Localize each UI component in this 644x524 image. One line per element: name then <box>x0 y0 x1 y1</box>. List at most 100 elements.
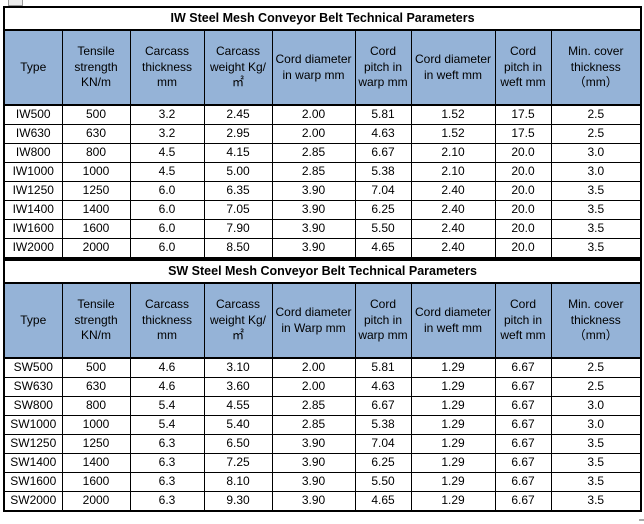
table-cell: 5.50 <box>354 219 412 239</box>
table-cell: 2.85 <box>271 162 356 182</box>
table-cell: SW1600 <box>3 472 63 492</box>
table-cell: 1.29 <box>410 434 496 454</box>
table-cell: SW630 <box>3 377 63 397</box>
table-cell: 5.4 <box>129 396 205 416</box>
image-placeholder-icon <box>8 0 23 6</box>
table-cell: 4.5 <box>129 143 205 163</box>
table-cell: 3.90 <box>271 219 356 239</box>
table-cell: 2.5 <box>550 124 642 144</box>
table-cell: 2.45 <box>203 104 273 125</box>
table-cell: 6.25 <box>354 453 412 473</box>
table-cell: 6.0 <box>129 219 205 239</box>
sw-header-row: Type Tensile strength KN/m Carcass thickne… <box>3 282 642 359</box>
table-cell: 6.3 <box>129 472 205 492</box>
table-cell: 3.5 <box>550 453 642 473</box>
table-cell: 3.90 <box>271 434 356 454</box>
crop-artifact <box>639 519 644 521</box>
table-cell: 1.29 <box>410 357 496 378</box>
table-cell: 3.5 <box>550 434 642 454</box>
column-header: Cord pitch in weft mm <box>494 282 552 359</box>
table-cell: 20.0 <box>494 200 552 220</box>
table-cell: 3.90 <box>271 181 356 201</box>
table-row: SW1600 1600 6.3 8.10 3.90 5.50 1.29 6.67 3.5 <box>3 472 642 492</box>
table-cell: 3.5 <box>550 238 642 259</box>
table-cell: 20.0 <box>494 143 552 163</box>
table-cell: 7.90 <box>203 219 273 239</box>
table-cell: 1.29 <box>410 415 496 435</box>
table-cell: 1250 <box>61 181 131 201</box>
table-cell: 6.3 <box>129 434 205 454</box>
table-cell: 1250 <box>61 434 131 454</box>
table-row: IW800 800 4.5 4.15 2.85 6.67 2.10 20.0 3.0 <box>3 143 642 163</box>
table-cell: 6.50 <box>203 434 273 454</box>
table-cell: SW1400 <box>3 453 63 473</box>
column-header: Carcass weight Kg/㎡ <box>203 282 273 359</box>
table-row: IW1250 1250 6.0 6.35 3.90 7.04 2.40 20.0 3.5 <box>3 181 642 201</box>
column-header: Carcass thickness mm <box>129 282 205 359</box>
table-cell: 2.85 <box>271 143 356 163</box>
table-row: IW630 630 3.2 2.95 2.00 4.63 1.52 17.5 2.5 <box>3 124 642 144</box>
table-cell: 4.55 <box>203 396 273 416</box>
iw-title-row: IW Steel Mesh Conveyor Belt Technical Pa… <box>2 6 643 31</box>
column-header: Type <box>3 282 63 359</box>
table-title: IW Steel Mesh Conveyor Belt Technical Pa… <box>2 6 643 31</box>
table-cell: 1000 <box>61 162 131 182</box>
table-cell: IW1000 <box>3 162 63 182</box>
table-cell: SW800 <box>3 396 63 416</box>
table-cell: 630 <box>61 377 131 397</box>
spec-tables-container: IW Steel Mesh Conveyor Belt Technical Pa… <box>2 6 643 512</box>
column-header: Min. cover thickness （mm） <box>550 29 642 106</box>
table-cell: 5.40 <box>203 415 273 435</box>
table-cell: 2.00 <box>271 377 356 397</box>
table-cell: 4.6 <box>129 377 205 397</box>
table-cell: 6.0 <box>129 181 205 201</box>
table-cell: 3.0 <box>550 415 642 435</box>
table-cell: 3.5 <box>550 181 642 201</box>
iw-header-row: Type Tensile strength KN/m Carcass thickne… <box>3 29 642 106</box>
table-cell: 2.85 <box>271 396 356 416</box>
table-cell: 3.90 <box>271 472 356 492</box>
table-cell: 6.67 <box>494 472 552 492</box>
table-row: SW1250 1250 6.3 6.50 3.90 7.04 1.29 6.67 3.5 <box>3 434 642 454</box>
table-cell: SW1250 <box>3 434 63 454</box>
table-cell: 20.0 <box>494 162 552 182</box>
table-cell: 3.0 <box>550 396 642 416</box>
table-cell: 2.40 <box>410 219 496 239</box>
table-cell: 7.25 <box>203 453 273 473</box>
sw-title-row: SW Steel Mesh Conveyor Belt Technical Pa… <box>2 259 643 284</box>
table-cell: 4.15 <box>203 143 273 163</box>
table-cell: 800 <box>61 396 131 416</box>
table-cell: IW1250 <box>3 181 63 201</box>
table-cell: 2.5 <box>550 377 642 397</box>
table-cell: 7.04 <box>354 434 412 454</box>
table-cell: 2.10 <box>410 162 496 182</box>
table-cell: 6.0 <box>129 200 205 220</box>
table-cell: 1400 <box>61 200 131 220</box>
table-cell: 3.2 <box>129 104 205 125</box>
table-cell: 3.0 <box>550 143 642 163</box>
table-cell: IW630 <box>3 124 63 144</box>
table-cell: 2.85 <box>271 415 356 435</box>
table-title: SW Steel Mesh Conveyor Belt Technical Pa… <box>2 259 643 284</box>
table-row: SW800 800 5.4 4.55 2.85 6.67 1.29 6.67 3.0 <box>3 396 642 416</box>
table-cell: 8.50 <box>203 238 273 259</box>
column-header: Cord pitch in warp mm <box>354 29 412 106</box>
table-cell: 500 <box>61 357 131 378</box>
table-cell: 2.00 <box>271 357 356 378</box>
table-row: SW2000 2000 6.3 9.30 3.90 4.65 1.29 6.67 3.5 <box>3 491 642 512</box>
table-cell: 2.40 <box>410 238 496 259</box>
table-row: SW1400 1400 6.3 7.25 3.90 6.25 1.29 6.67 3.5 <box>3 453 642 473</box>
column-header: Tensile strength KN/m <box>61 29 131 106</box>
table-cell: IW800 <box>3 143 63 163</box>
iw-spec-table: IW Steel Mesh Conveyor Belt Technical Pa… <box>2 6 643 259</box>
table-cell: 17.5 <box>494 104 552 125</box>
table-cell: SW2000 <box>3 491 63 512</box>
table-cell: 3.10 <box>203 357 273 378</box>
table-cell: 6.67 <box>494 357 552 378</box>
table-cell: 500 <box>61 104 131 125</box>
table-cell: 1.29 <box>410 377 496 397</box>
table-cell: 2.5 <box>550 357 642 378</box>
table-cell: 3.5 <box>550 219 642 239</box>
table-cell: 1.29 <box>410 396 496 416</box>
